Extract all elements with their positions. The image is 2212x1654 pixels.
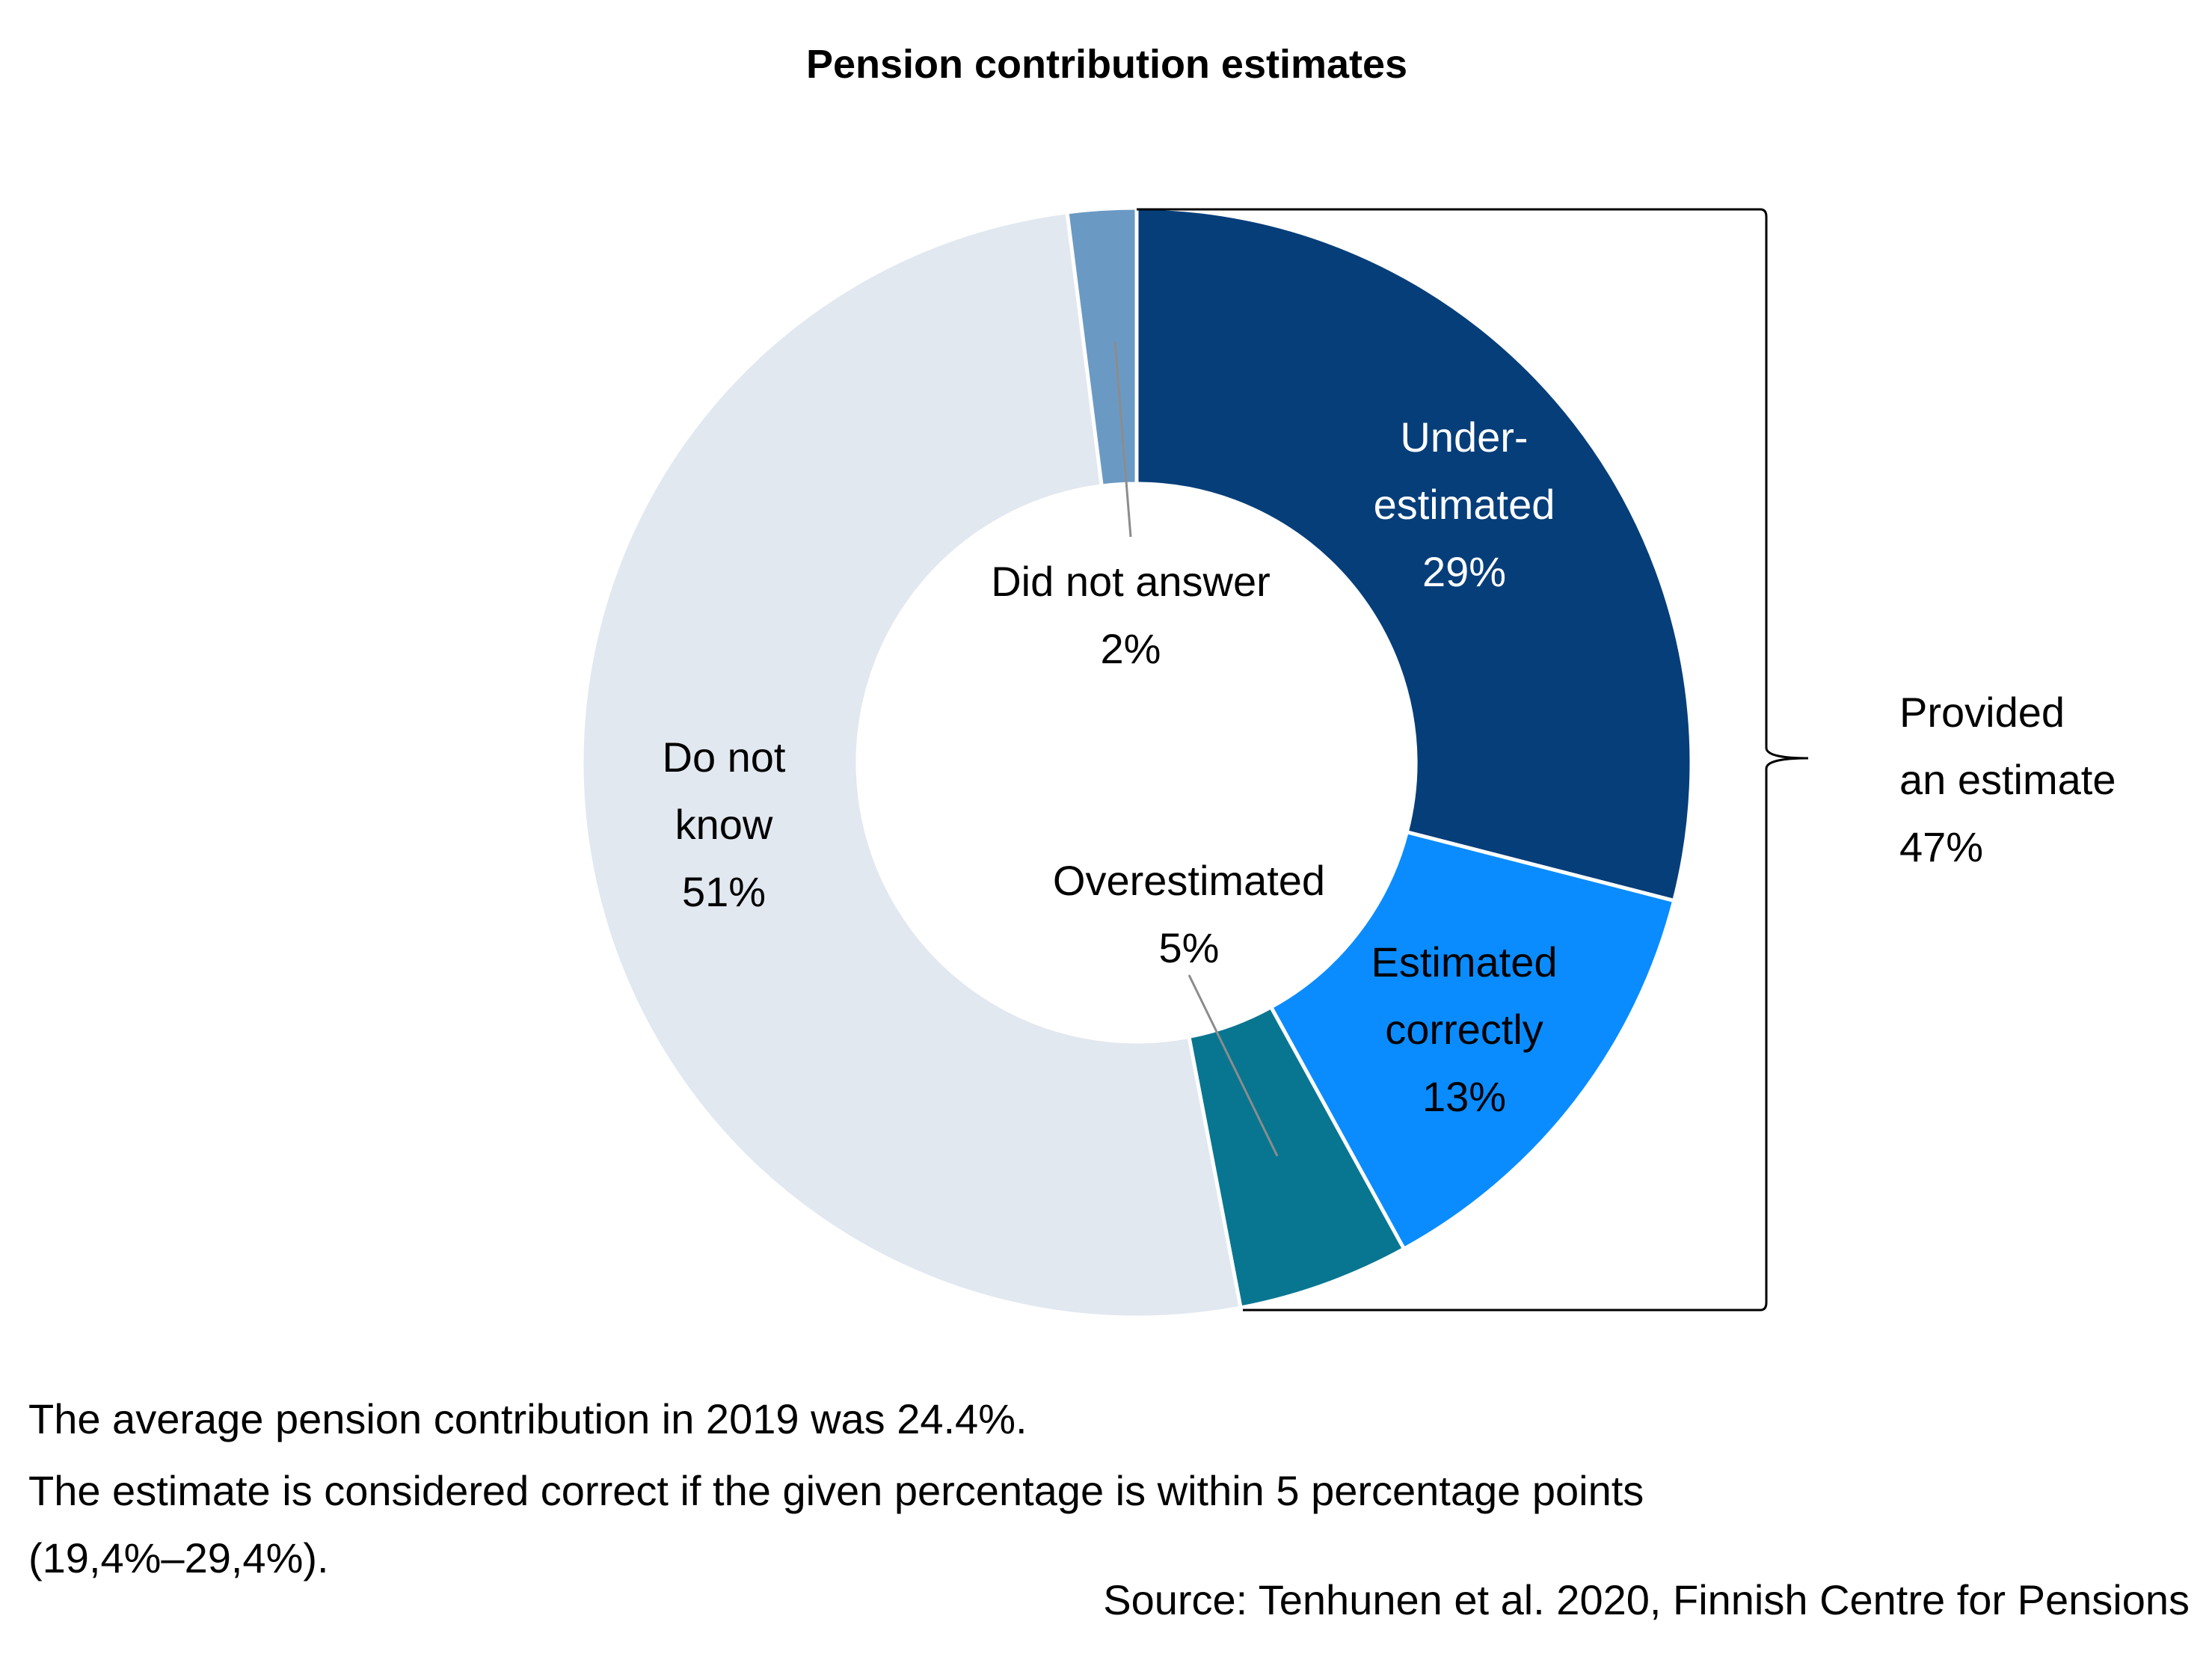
donut-slices xyxy=(580,206,1694,1320)
chart-title: Pension contribution estimates xyxy=(806,42,1407,87)
donut-slice-1 xyxy=(1268,829,1677,1252)
slice-labels: Under-estimated 29% Estimated correctly 13% O… xyxy=(663,414,1558,1120)
slice-label-3: Do not know 51% xyxy=(663,734,786,915)
source-note: Source: Tenhunen et al. 2020, Finnish Ce… xyxy=(1103,1576,2190,1623)
slice-label-0: Under-estimated 29% xyxy=(1374,414,1555,595)
provided-estimate-label: Provided an estimate 47% xyxy=(1899,689,2116,870)
provided-estimate-bracket xyxy=(1137,208,1809,1312)
note-correct-definition: The estimate is considered correct if th… xyxy=(28,1467,1644,1514)
slice-label-1: Estimated correctly 13% xyxy=(1371,938,1558,1120)
leader-line-4 xyxy=(1113,341,1132,538)
leader-lines xyxy=(1113,341,1279,1157)
slice-label-2: Overestimated 5% xyxy=(1053,857,1325,971)
leader-line-2 xyxy=(1188,974,1279,1157)
donut-slice-0 xyxy=(1134,206,1694,903)
note-average-contribution: The average pension contribution in 2019… xyxy=(28,1395,1027,1442)
donut-slice-4 xyxy=(1065,206,1139,488)
donut-slice-3 xyxy=(580,210,1243,1320)
note-correct-range: (19,4%–29,4%). xyxy=(28,1534,329,1581)
slice-label-4: Did not answer 2% xyxy=(991,558,1271,672)
